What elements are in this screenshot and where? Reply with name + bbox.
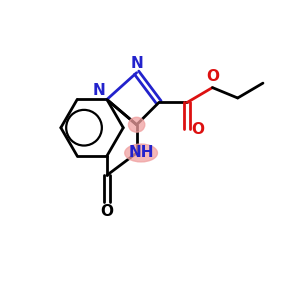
Text: N: N (93, 83, 105, 98)
Text: N: N (130, 56, 143, 71)
Ellipse shape (128, 117, 145, 132)
Ellipse shape (125, 144, 158, 162)
Text: O: O (100, 203, 113, 218)
Text: O: O (192, 122, 205, 137)
Text: O: O (206, 69, 219, 84)
Text: NH: NH (128, 146, 154, 160)
